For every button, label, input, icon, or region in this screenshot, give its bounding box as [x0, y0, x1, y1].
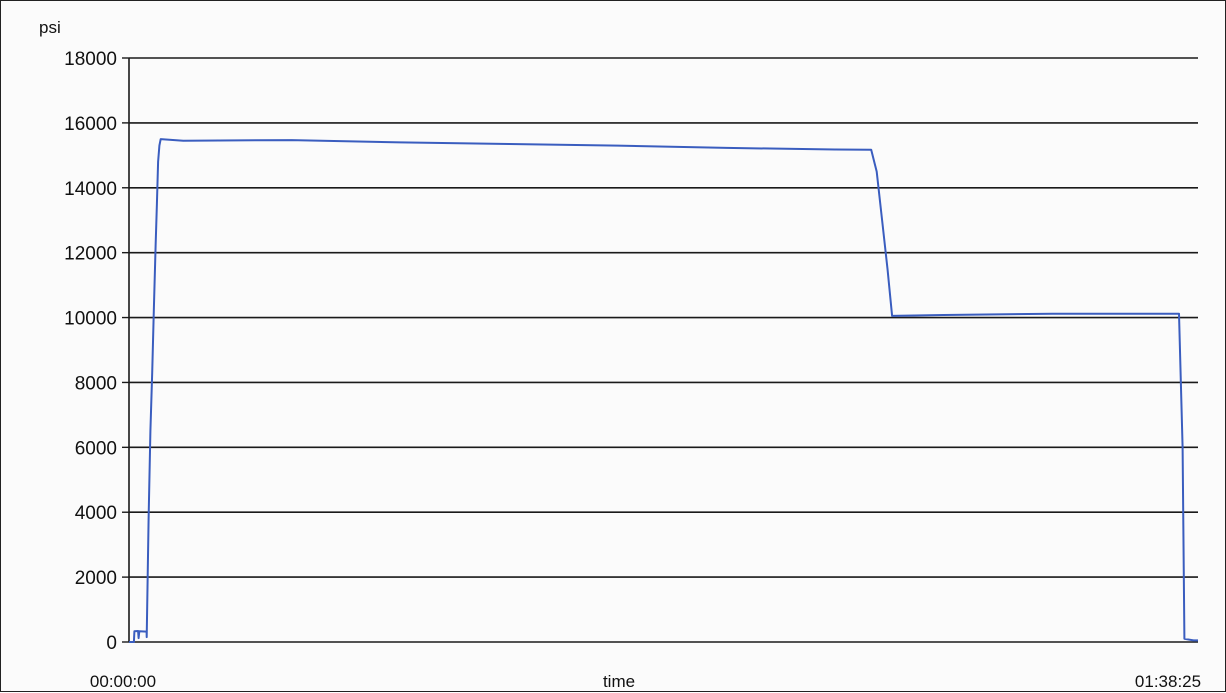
y-tick-label: 0 — [106, 633, 117, 654]
y-tick-label: 6000 — [75, 438, 117, 459]
series-line-0 — [129, 138, 1198, 643]
y-tick-label: 2000 — [75, 568, 117, 589]
x-axis-label: time — [603, 672, 635, 691]
x-tick-label-start: 00:00:00 — [90, 672, 156, 691]
y-axis-ticks: 0 2000 4000 6000 8000 10000 12000 14000 16000 180… — [64, 49, 129, 654]
series-layer — [129, 138, 1198, 643]
y-tick-label: 4000 — [75, 503, 117, 524]
grid-lines — [128, 57, 1198, 643]
y-tick-label: 16000 — [64, 114, 117, 135]
y-axis-label: psi — [39, 18, 61, 37]
y-tick-label: 14000 — [64, 179, 117, 200]
y-tick-label: 10000 — [64, 309, 117, 330]
y-tick-label: 12000 — [64, 244, 117, 265]
y-tick-label: 18000 — [64, 49, 117, 70]
x-tick-label-end: 01:38:25 — [1135, 672, 1201, 691]
y-tick-label: 8000 — [75, 373, 117, 394]
